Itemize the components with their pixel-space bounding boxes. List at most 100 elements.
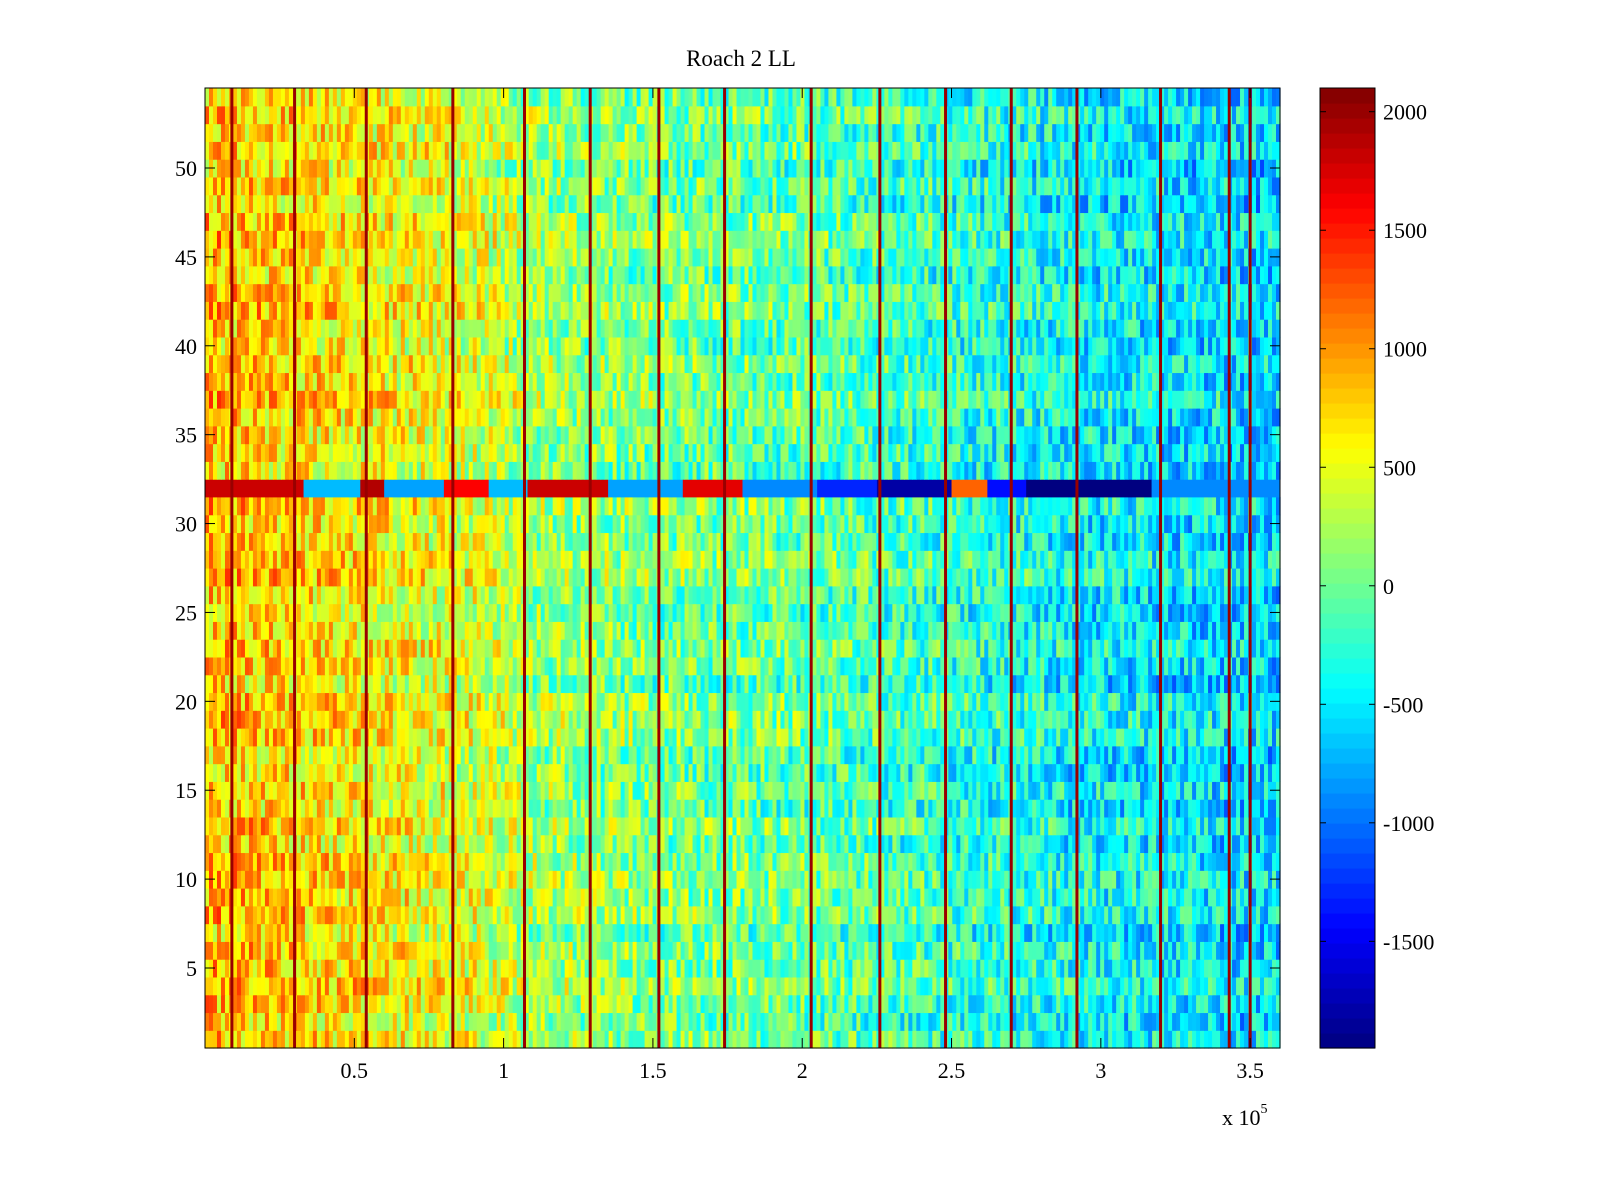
heatmap-cell: [552, 852, 558, 871]
heatmap-cell: [472, 816, 478, 836]
heatmap-cell: [424, 994, 430, 1014]
heatmap-cell: [668, 781, 674, 800]
heatmap-cell: [600, 728, 606, 747]
heatmap-cell: [252, 834, 258, 854]
heatmap-cell: [924, 852, 929, 871]
heatmap-cell: [916, 994, 921, 1014]
heatmap-cell: [320, 745, 326, 765]
heatmap-cell: [776, 852, 782, 871]
heatmap-cell: [224, 852, 230, 871]
heatmap-cell: [1244, 941, 1249, 960]
heatmap-cell: [300, 959, 306, 978]
heatmap-cell: [844, 888, 850, 907]
heatmap-cell: [992, 870, 997, 889]
heatmap-cell: [840, 852, 846, 871]
heatmap-cell: [636, 834, 642, 854]
heatmap-cell: [312, 816, 318, 836]
heatmap-cell: [360, 959, 366, 978]
heatmap-cell: [312, 781, 318, 800]
heatmap-cell: [1260, 994, 1265, 1014]
heatmap-cell: [608, 888, 614, 907]
heatmap-cell: [844, 852, 850, 871]
heatmap-cell: [908, 976, 913, 996]
heatmap-cell: [1184, 799, 1189, 818]
heatmap-cell: [1260, 959, 1265, 978]
heatmap-cell: [1080, 976, 1085, 996]
heatmap-cell: [424, 745, 430, 765]
heatmap-cell: [344, 816, 350, 836]
heatmap-cell: [428, 728, 434, 747]
heatmap-cell: [560, 816, 566, 836]
heatmap-cell: [336, 923, 342, 942]
heatmap-cell: [224, 888, 230, 907]
chart-title: Roach 2 LL: [686, 46, 796, 71]
heatmap-cell: [824, 959, 830, 978]
heatmap-cell: [372, 888, 378, 907]
heatmap-cell: [356, 816, 362, 836]
heatmap-cell: [936, 941, 941, 960]
heatmap-cell: [1180, 852, 1185, 871]
heatmap-cell: [472, 745, 478, 765]
heatmap-cell: [360, 781, 366, 800]
heatmap-cell: [1140, 781, 1145, 800]
heatmap-cell: [716, 781, 722, 800]
heatmap-cell: [1088, 781, 1093, 800]
heatmap-cell: [496, 745, 502, 765]
heatmap-cell: [484, 710, 490, 729]
heatmap-cell: [568, 923, 574, 942]
heatmap-cell: [568, 870, 574, 889]
heatmap-cell: [1024, 941, 1029, 960]
heatmap-cell: [388, 834, 394, 854]
heatmap-cell: [1180, 728, 1185, 747]
heatmap-cell: [1184, 834, 1189, 854]
heatmap-cell: [1020, 763, 1025, 782]
heatmap-cell: [1116, 745, 1121, 765]
heatmap-cell: [820, 834, 826, 854]
heatmap-cell: [212, 941, 218, 960]
heatmap-cell: [1032, 763, 1037, 782]
heatmap-cell: [592, 1012, 598, 1031]
heatmap-cell: [996, 745, 1001, 765]
heatmap-cell: [220, 710, 226, 729]
heatmap-cell: [1120, 852, 1125, 871]
heatmap-cell: [476, 763, 482, 782]
heatmap-cell: [1032, 781, 1037, 800]
heatmap-cell: [800, 763, 806, 782]
heatmap-cell: [316, 888, 322, 907]
heatmap-cell: [764, 834, 770, 854]
heatmap-cell: [1068, 816, 1073, 836]
heatmap-cell: [884, 1012, 889, 1031]
heatmap-cell: [1036, 976, 1041, 996]
heatmap-cell: [264, 923, 270, 942]
heatmap-cell: [744, 959, 750, 978]
heatmap-cell: [412, 763, 418, 782]
heatmap-cell: [296, 799, 302, 818]
heatmap-cell: [648, 1012, 654, 1031]
heatmap-cell: [1108, 976, 1113, 996]
heatmap-cell: [424, 923, 430, 942]
heatmap-cell: [1172, 834, 1177, 854]
heatmap-cell: [648, 745, 654, 765]
heatmap-cell: [1220, 959, 1225, 978]
heatmap-cell: [1116, 816, 1121, 836]
heatmap-cell: [348, 941, 354, 960]
heatmap-cell: [1112, 728, 1117, 747]
heatmap-cell: [596, 1012, 602, 1031]
heatmap-cell: [900, 976, 905, 996]
heatmap-cell: [304, 994, 310, 1014]
heatmap-cell: [760, 816, 766, 836]
heatmap-cell: [328, 888, 334, 907]
heatmap-cell: [1080, 870, 1085, 889]
heatmap-cell: [1096, 799, 1101, 818]
heatmap-cell: [568, 745, 574, 765]
heatmap-cell: [1188, 781, 1193, 800]
heatmap-cell: [720, 923, 726, 942]
heatmap-cell: [912, 728, 917, 747]
heatmap-cell: [1128, 763, 1133, 782]
heatmap-cell: [1024, 976, 1029, 996]
heatmap-cell: [376, 781, 382, 800]
heatmap-cell: [856, 870, 861, 889]
heatmap-cell: [660, 834, 666, 854]
heatmap-cell: [1036, 745, 1041, 765]
